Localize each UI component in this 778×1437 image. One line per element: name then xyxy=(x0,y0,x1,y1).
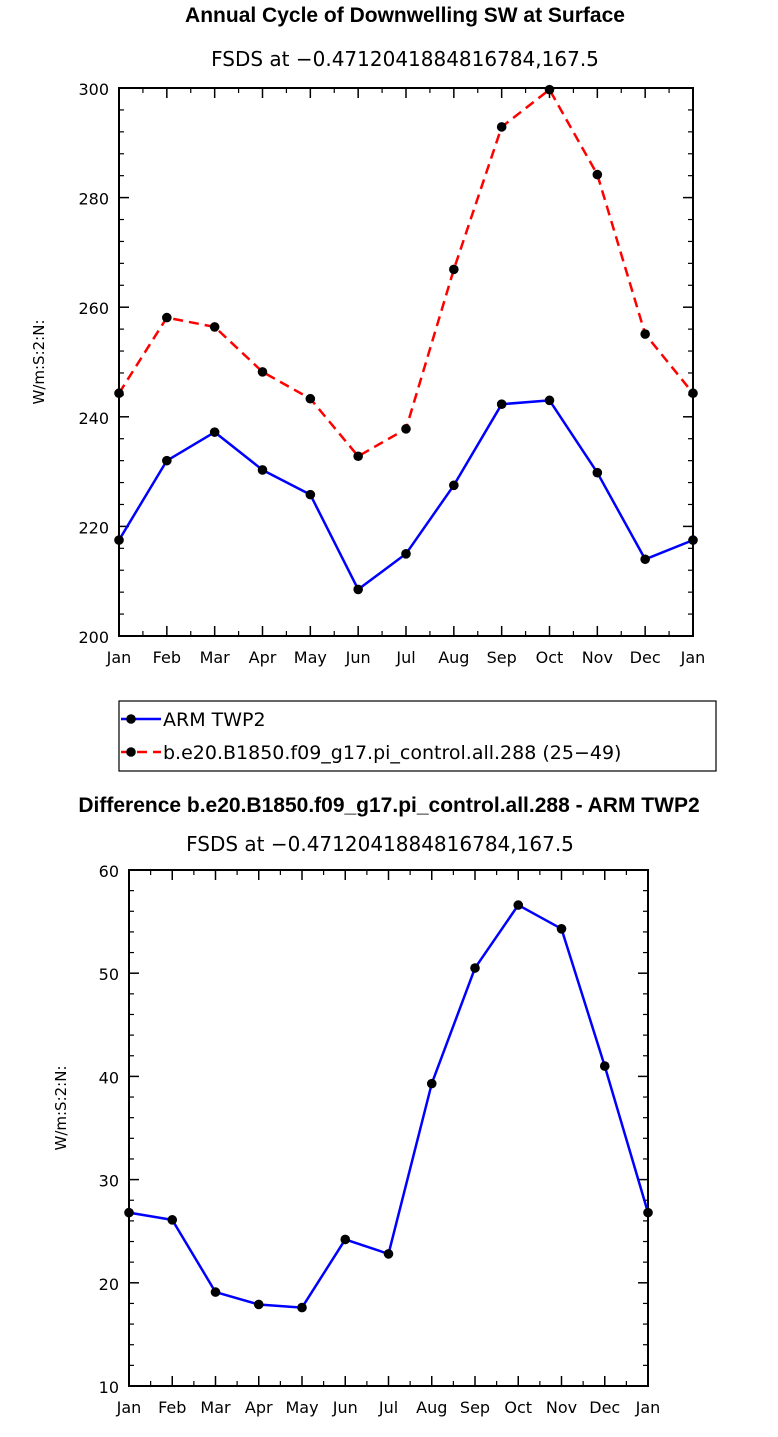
chart-0-xtick-label: Aug xyxy=(438,648,469,667)
chart-0-series-0-point xyxy=(449,480,459,491)
chart-0-series-1-point xyxy=(592,169,603,180)
chart-1-xtick-label: Feb xyxy=(158,1398,186,1417)
chart-1-xtick-label: Sep xyxy=(460,1398,490,1417)
chart-0-ytick-label: 260 xyxy=(78,299,109,318)
chart-0-series-0-point xyxy=(353,584,363,595)
chart-1-xtick-label: Jan xyxy=(635,1398,661,1417)
chart-0-series-1-point xyxy=(688,388,698,399)
chart-0-series-1-point xyxy=(114,388,124,399)
chart-1-series-0-point xyxy=(167,1215,178,1225)
chart-top-title: Annual Cycle of Downwelling SW at Surfac… xyxy=(185,4,625,27)
chart-1-xtick-label: Jun xyxy=(332,1398,358,1417)
chart-0-series-1-point xyxy=(401,424,411,434)
chart-1-ytick-label: 20 xyxy=(99,1275,119,1294)
chart-0-series-1-point xyxy=(353,451,363,462)
chart-1-series-0-point xyxy=(210,1287,221,1297)
chart-bottom-ylabel: W/m:S:2:N: xyxy=(52,1066,70,1151)
chart-1-series-0-point xyxy=(383,1249,394,1259)
chart-0-series-0-point xyxy=(640,554,650,565)
chart-top-ylabel: W/m:S:2:N: xyxy=(30,320,48,405)
chart-1-xtick-label: Apr xyxy=(245,1398,273,1417)
chart-top: Annual Cycle of Downwelling SW at Surfac… xyxy=(30,4,717,772)
chart-1-ytick-label: 60 xyxy=(99,862,119,881)
chart-0-series-1-point xyxy=(209,322,220,332)
chart-bottom-subtitle: FSDS at −0.4712041884816784,167.5 xyxy=(186,832,574,856)
chart-1-series-0-point xyxy=(556,924,567,934)
legend-label-model: b.e20.B1850.f09_g17.pi_control.all.288 (… xyxy=(163,742,621,764)
chart-0-series-1-point xyxy=(162,312,172,323)
chart-1-ytick-label: 50 xyxy=(99,965,119,984)
chart-1-xtick-label: Dec xyxy=(589,1398,620,1417)
chart-1-xtick-label: May xyxy=(285,1398,318,1417)
chart-top-plot: Jan Feb Mar Apr May Jun Jul Aug Sep Oct Nov Dec Jan2… xyxy=(78,80,705,667)
chart-0-series-1-point xyxy=(305,393,316,404)
chart-1-xtick-label: Jan xyxy=(116,1398,142,1417)
chart-1-series-0-line xyxy=(128,903,650,1309)
chart-0-series-0-point xyxy=(114,535,124,545)
chart-0-series-0-point xyxy=(305,489,316,500)
chart-0-ytick-label: 220 xyxy=(78,518,109,537)
chart-0-xtick-label: Nov xyxy=(582,648,613,667)
chart-0-xtick-label: Oct xyxy=(536,648,564,667)
legend-label-arm: ARM TWP2 xyxy=(163,709,266,731)
chart-1-ytick-label: 10 xyxy=(99,1378,119,1397)
chart-0-xtick-label: Dec xyxy=(630,648,661,667)
chart-1-frame xyxy=(128,869,649,1387)
chart-0-series-1-point xyxy=(257,367,268,377)
chart-0-series-0-point xyxy=(209,427,220,437)
chart-1-series-0-point xyxy=(253,1299,264,1310)
chart-1-series-0-point xyxy=(124,1207,134,1218)
chart-1-series-0-point xyxy=(297,1302,307,1313)
chart-bottom-plot: Jan Feb Mar Apr May Jun Jul Aug Sep Oct Nov Dec Jan1… xyxy=(99,862,661,1417)
chart-bottom: Difference b.e20.B1850.f09_g17.pi_contro… xyxy=(52,794,700,1417)
chart-0-xtick-label: Jun xyxy=(345,648,371,667)
chart-0-series-0-point xyxy=(544,395,555,406)
chart-0-series-1-point xyxy=(544,84,555,95)
legend-box xyxy=(118,700,717,772)
chart-0-series-0-point xyxy=(162,455,172,466)
chart-1-xtick-label: Jul xyxy=(378,1398,398,1417)
chart-0-ytick-label: 240 xyxy=(78,409,109,428)
chart-1-series-0-point xyxy=(599,1061,610,1071)
chart-0-xtick-label: Jan xyxy=(106,648,132,667)
chart-1-series-0-point xyxy=(513,900,524,910)
chart-1-series-0-point xyxy=(470,963,480,973)
chart-0-xtick-label: Mar xyxy=(200,648,231,667)
chart-1-xtick-label: Nov xyxy=(546,1398,577,1417)
chart-0-xtick-label: May xyxy=(294,648,327,667)
chart-1-series-0-point xyxy=(643,1207,653,1218)
chart-0-xtick-label: Jul xyxy=(395,648,415,667)
chart-0-xtick-label: Sep xyxy=(487,648,517,667)
chart-0-series-1-point xyxy=(640,329,650,339)
legend-marker-model xyxy=(126,747,136,757)
chart-0-ytick-label: 300 xyxy=(78,80,109,99)
chart-0-series-0-point xyxy=(496,399,507,409)
chart-top-legend: ARM TWP2 b.e20.B1850.f09_g17.pi_control.… xyxy=(118,700,717,772)
chart-0-series-0-point xyxy=(688,535,698,545)
chart-1-xtick-label: Mar xyxy=(200,1398,231,1417)
chart-0-series-1-point xyxy=(496,122,507,132)
chart-0-series-1-point xyxy=(449,264,459,275)
chart-1-series-0-point xyxy=(426,1078,437,1089)
chart-0-series-0-point xyxy=(401,549,411,559)
chart-0-ytick-label: 280 xyxy=(78,190,109,209)
chart-0-xtick-label: Feb xyxy=(153,648,181,667)
chart-0-series-0-point xyxy=(257,465,268,475)
chart-1-ytick-label: 30 xyxy=(99,1172,119,1191)
chart-1-series-0-point xyxy=(340,1234,351,1245)
chart-1-ytick-label: 40 xyxy=(99,1068,119,1087)
chart-bottom-title: Difference b.e20.B1850.f09_g17.pi_contro… xyxy=(78,794,699,817)
chart-0-xtick-label: Apr xyxy=(249,648,277,667)
chart-1-xtick-label: Aug xyxy=(416,1398,447,1417)
chart-0-series-1-line xyxy=(117,88,694,458)
chart-top-subtitle: FSDS at −0.4712041884816784,167.5 xyxy=(211,47,599,71)
chart-1-xtick-label: Oct xyxy=(504,1398,532,1417)
chart-0-xtick-label: Jan xyxy=(680,648,706,667)
chart-0-series-0-point xyxy=(592,467,603,478)
legend-marker-arm xyxy=(126,714,136,724)
chart-0-ytick-label: 200 xyxy=(78,628,109,647)
